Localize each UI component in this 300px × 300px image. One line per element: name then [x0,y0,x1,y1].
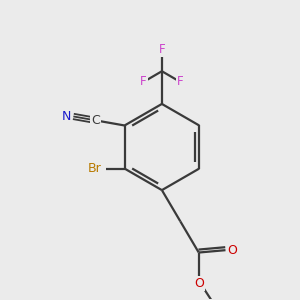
Text: N: N [62,110,71,123]
Text: F: F [177,75,184,88]
Text: O: O [227,244,237,257]
Text: O: O [194,277,204,290]
Text: F: F [140,75,147,88]
Text: F: F [159,43,165,56]
Text: C: C [91,114,100,127]
Text: Br: Br [88,162,102,175]
